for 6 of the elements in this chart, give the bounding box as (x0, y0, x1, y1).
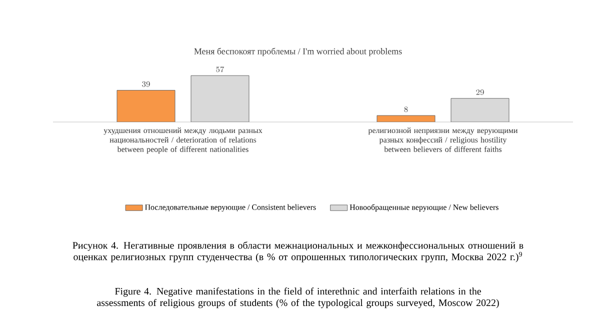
caption: Figure 4. Negative manifestations in the field of interethnic and interfaith relations in the assessments of religious groups of students (% of the typological groups surveyed, Moscow 2022) (97, 288, 499, 308)
text: Рисунок 4. Негативные проявления в области межнациональных и межконфессиональных отношений в оценках религиозных групп студенчества (в % от опрошенных типологических групп, Москва 2022 г.)$^{9}$ (72, 242, 524, 262)
bar (450, 98, 510, 122)
bar (190, 75, 250, 122)
chart-title: Меня беспокоят проблемы / I'm worried about problems (194, 48, 402, 56)
bar (116, 90, 176, 122)
